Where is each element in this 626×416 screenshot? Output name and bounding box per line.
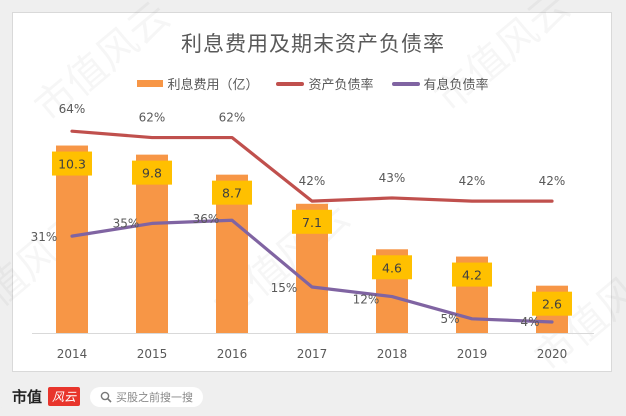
chart-title: 利息费用及期末资产负债率 [181, 32, 445, 56]
search-placeholder: 买股之前搜一搜 [116, 390, 194, 404]
debt-ratio-label: 12% [353, 293, 380, 307]
bar-label-bg [532, 291, 572, 316]
legend-item-asset-ratio: 资产负债率 [276, 74, 374, 93]
asset-ratio-label: 43% [379, 171, 406, 185]
search-box[interactable]: 买股之前搜一搜 [90, 386, 204, 407]
bar-data-label: 10.3 [58, 157, 86, 172]
bar-data-label: 7.1 [302, 215, 322, 230]
bar-label-bg [372, 255, 412, 280]
asset-ratio-label: 62% [139, 111, 166, 125]
legend-label: 资产负债率 [308, 78, 374, 93]
debt-ratio-label: 15% [271, 281, 298, 295]
bar-data-label: 9.8 [142, 166, 162, 181]
bar-data-label: 4.2 [462, 268, 482, 283]
legend-swatch-bar [137, 80, 164, 87]
bar-label-bg [292, 209, 332, 234]
search-icon [100, 391, 112, 403]
bar [56, 145, 88, 333]
bar-label-bg [212, 180, 252, 205]
asset-ratio-label: 42% [459, 174, 486, 188]
debt-ratio-label: 5% [440, 312, 459, 326]
legend: 利息费用（亿） 资产负债率 有息负债率 [0, 74, 626, 93]
x-tick-label: 2018 [377, 347, 408, 361]
legend-label: 有息负债率 [423, 78, 489, 93]
bar-label-bg [52, 151, 92, 176]
x-tick-label: 2019 [457, 347, 488, 361]
debt-ratio-label: 4% [520, 315, 539, 329]
brand-logo-badge: 风云 [48, 387, 81, 406]
x-tick-label: 2015 [137, 347, 168, 361]
debt-ratio-label: 35% [113, 216, 140, 230]
legend-item-debt-ratio: 有息负债率 [391, 74, 489, 93]
legend-swatch-line [391, 81, 420, 86]
asset-ratio-label: 64% [59, 102, 86, 116]
bar-data-label: 2.6 [542, 297, 562, 312]
x-tick-label: 2014 [57, 347, 88, 361]
x-tick-label: 2017 [297, 347, 328, 361]
x-tick-label: 2016 [217, 347, 248, 361]
asset-ratio-label: 42% [539, 174, 566, 188]
legend-label: 利息费用（亿） [167, 78, 259, 93]
debt-ratio-label: 36% [193, 212, 220, 226]
bar-data-label: 4.6 [382, 260, 402, 275]
asset-ratio-label: 42% [299, 174, 326, 188]
x-tick-label: 2020 [537, 347, 568, 361]
footer: 市值 风云 买股之前搜一搜 [12, 386, 204, 407]
asset-ratio-label: 62% [219, 111, 246, 125]
bar-label-bg [452, 262, 492, 287]
bar-label-bg [132, 160, 172, 185]
legend-item-interest: 利息费用（亿） [137, 74, 258, 93]
asset-ratio-line [70, 129, 554, 203]
debt-ratio-line [70, 218, 554, 324]
bar-data-label: 8.7 [222, 186, 242, 201]
legend-swatch-line [276, 81, 305, 86]
debt-ratio-label: 31% [31, 230, 58, 244]
brand-logo-text: 市值 [12, 388, 43, 406]
